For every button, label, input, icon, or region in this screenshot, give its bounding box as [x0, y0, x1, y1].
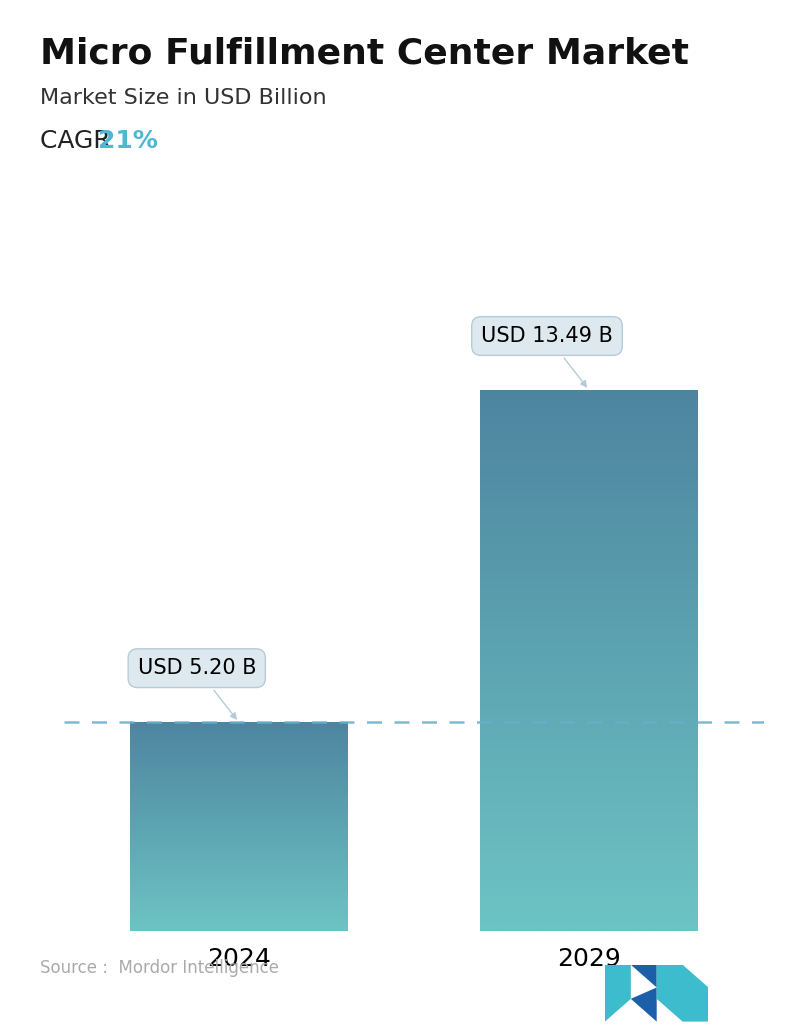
Text: USD 5.20 B: USD 5.20 B — [138, 659, 256, 719]
Text: CAGR: CAGR — [40, 129, 119, 153]
Text: Source :  Mordor Intelligence: Source : Mordor Intelligence — [40, 960, 279, 977]
Polygon shape — [631, 965, 657, 987]
Text: 21%: 21% — [98, 129, 158, 153]
Text: Micro Fulfillment Center Market: Micro Fulfillment Center Market — [40, 36, 689, 70]
Text: Market Size in USD Billion: Market Size in USD Billion — [40, 88, 326, 108]
Polygon shape — [605, 965, 631, 1022]
Polygon shape — [631, 987, 657, 1022]
Text: USD 13.49 B: USD 13.49 B — [481, 326, 613, 387]
Polygon shape — [657, 965, 708, 1022]
